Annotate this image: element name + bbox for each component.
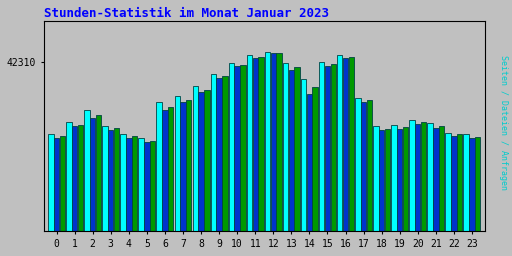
Bar bbox=[283, 63, 288, 256]
Bar bbox=[379, 130, 385, 256]
Bar bbox=[301, 79, 306, 256]
Bar bbox=[457, 134, 462, 256]
Bar bbox=[72, 126, 77, 256]
Bar bbox=[343, 58, 348, 256]
Bar bbox=[210, 74, 216, 256]
Bar bbox=[445, 133, 451, 256]
Bar bbox=[229, 63, 234, 256]
Bar bbox=[102, 126, 108, 256]
Text: Stunden-Statistik im Monat Januar 2023: Stunden-Statistik im Monat Januar 2023 bbox=[44, 7, 329, 20]
Bar bbox=[162, 110, 167, 256]
Bar bbox=[48, 134, 54, 256]
Bar bbox=[451, 136, 457, 256]
Bar bbox=[337, 55, 343, 256]
Bar bbox=[198, 92, 204, 256]
Bar bbox=[373, 126, 378, 256]
Bar bbox=[114, 128, 119, 256]
Bar bbox=[217, 78, 222, 256]
Bar bbox=[222, 76, 228, 256]
Bar bbox=[96, 115, 101, 256]
Bar bbox=[66, 122, 72, 256]
Bar bbox=[319, 61, 325, 256]
Bar bbox=[60, 136, 65, 256]
Bar bbox=[259, 57, 264, 256]
Bar bbox=[276, 53, 282, 256]
Bar bbox=[475, 137, 480, 256]
Bar bbox=[312, 88, 318, 256]
Bar bbox=[409, 120, 415, 256]
Bar bbox=[415, 124, 420, 256]
Bar bbox=[193, 86, 198, 256]
Bar bbox=[463, 134, 469, 256]
Bar bbox=[307, 94, 312, 256]
Bar bbox=[126, 138, 132, 256]
Bar bbox=[234, 66, 240, 256]
Bar bbox=[84, 110, 90, 256]
Bar bbox=[240, 65, 246, 256]
Bar bbox=[421, 122, 426, 256]
Bar bbox=[367, 100, 372, 256]
Bar bbox=[385, 129, 390, 256]
Bar bbox=[150, 141, 155, 256]
Bar bbox=[78, 125, 83, 256]
Bar bbox=[132, 136, 137, 256]
Bar bbox=[138, 138, 144, 256]
Bar bbox=[349, 57, 354, 256]
Bar bbox=[355, 98, 360, 256]
Bar bbox=[252, 58, 258, 256]
Bar bbox=[54, 138, 59, 256]
Bar bbox=[180, 102, 186, 256]
Bar bbox=[247, 55, 252, 256]
Bar bbox=[361, 102, 366, 256]
Bar bbox=[469, 138, 475, 256]
Text: Seiten / Dateien / Anfragen: Seiten / Dateien / Anfragen bbox=[499, 55, 508, 190]
Bar bbox=[270, 54, 276, 256]
Bar bbox=[403, 127, 408, 256]
Bar bbox=[439, 126, 444, 256]
Bar bbox=[397, 129, 402, 256]
Bar bbox=[433, 128, 438, 256]
Bar bbox=[428, 123, 433, 256]
Bar bbox=[157, 102, 162, 256]
Bar bbox=[265, 52, 270, 256]
Bar bbox=[391, 125, 397, 256]
Bar bbox=[168, 107, 174, 256]
Bar bbox=[175, 95, 180, 256]
Bar bbox=[289, 70, 294, 256]
Bar bbox=[325, 66, 330, 256]
Bar bbox=[90, 118, 95, 256]
Bar bbox=[108, 130, 114, 256]
Bar bbox=[204, 90, 209, 256]
Bar bbox=[331, 64, 336, 256]
Bar bbox=[294, 67, 300, 256]
Bar bbox=[144, 142, 150, 256]
Bar bbox=[186, 100, 191, 256]
Bar bbox=[120, 134, 126, 256]
